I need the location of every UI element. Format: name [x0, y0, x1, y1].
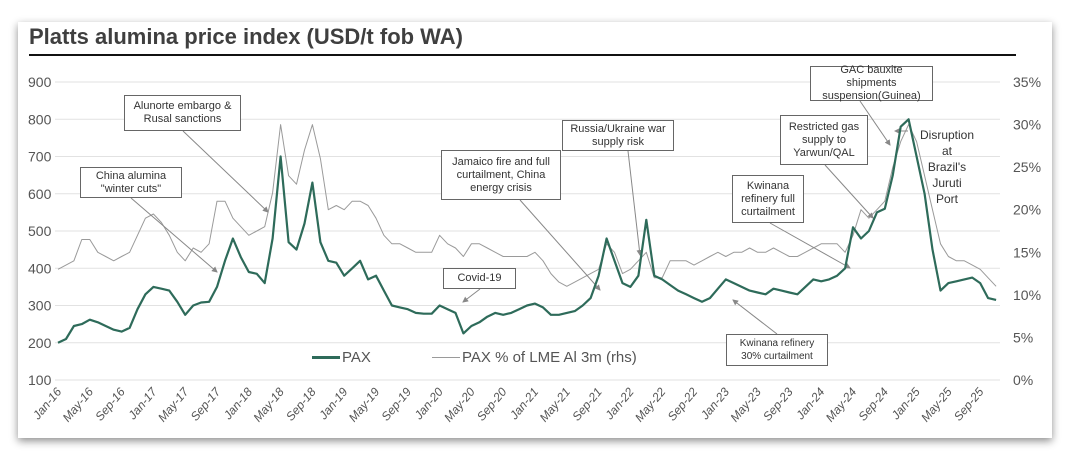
annotation-text: China alumina	[95, 169, 167, 182]
y-left-tick-label: 500	[28, 223, 52, 239]
series-line-pax	[57, 118, 997, 344]
x-tick-label: Sep-25	[951, 385, 987, 424]
annotation-arrow	[769, 222, 851, 269]
x-tick-label: May-25	[918, 385, 955, 425]
annotation-text: suspension(Guinea)	[822, 90, 921, 102]
legend-swatch-ratio	[432, 357, 460, 358]
x-tick-label: Sep-19	[378, 385, 414, 424]
x-tick-label: May-17	[155, 384, 192, 425]
y-right-tick-label: 35%	[1013, 74, 1041, 90]
y-left-tick-label: 700	[28, 149, 52, 165]
x-tick-label: Sep-23	[760, 385, 796, 424]
annotation-arrow	[519, 199, 601, 291]
y-right-tick-label: 25%	[1013, 159, 1041, 175]
annotation-text: supply risk	[592, 135, 644, 148]
x-tick-label: May-21	[537, 385, 573, 425]
x-tick-label: May-23	[727, 385, 764, 425]
x-tick-label: May-24	[823, 385, 860, 425]
y-right-tick-label: 5%	[1013, 329, 1033, 345]
annotation-text: Disruption at	[919, 128, 975, 158]
y-left-tick-label: 200	[28, 335, 52, 351]
x-tick-label: Jan-19	[316, 385, 351, 423]
x-tick-label: Sep-22	[665, 385, 701, 424]
annotation-text: "winter cuts"	[100, 182, 162, 195]
annotation-arrow	[732, 299, 778, 335]
x-tick-label: Jan-23	[697, 385, 732, 423]
annotation-text: Russia/Ukraine war	[570, 122, 666, 135]
x-tick-label: Jan-24	[793, 385, 828, 423]
y-right-tick-label: 15%	[1013, 244, 1041, 260]
annotation-text: GAC bauxite shipments	[840, 64, 903, 89]
annotation-text: Kwinana refinery	[739, 338, 815, 349]
annotation-arrow	[859, 100, 891, 146]
annotation-text: Rusal sanctions	[143, 113, 222, 125]
x-tick-label: May-19	[346, 385, 383, 425]
legend-label-pax: PAX	[342, 349, 371, 366]
annotation-text: Yarwun/QAL	[793, 146, 855, 159]
annotation-text: curtailment, China	[456, 168, 546, 181]
annotation-gac: GAC bauxite shipments suspension(Guinea)	[810, 64, 933, 102]
legend-item-pax: PAX	[312, 349, 371, 366]
annotation-russia-ukraine: Russia/Ukraine war supply risk	[562, 120, 674, 151]
annotation-text: energy crisis	[470, 181, 532, 194]
series-line-ratio	[57, 124, 997, 287]
annotation-arrow	[130, 197, 218, 273]
annotation-arrow	[824, 164, 874, 219]
x-tick-label: Sep-16	[92, 385, 128, 424]
annotation-jamaico: Jamaico fire and full curtailment, China…	[441, 150, 561, 200]
legend-label-ratio: PAX % of LME Al 3m (rhs)	[462, 349, 637, 366]
y-right-tick-label: 20%	[1013, 202, 1041, 218]
y-left-tick-label: 800	[28, 111, 52, 127]
y-right-tick-label: 0%	[1013, 372, 1033, 388]
x-tick-label: Jan-20	[411, 385, 446, 423]
annotation-text: Alunorte embargo &	[133, 100, 232, 112]
annotation-restricted-gas: Restricted gas supply to Yarwun/QAL	[780, 115, 868, 165]
y-right-tick-label: 30%	[1013, 117, 1041, 133]
x-tick-label: Jan-16	[29, 385, 64, 423]
annotation-winter-cuts: China alumina "winter cuts"	[80, 167, 182, 198]
x-tick-label: May-20	[441, 385, 478, 425]
legend-item-ratio: PAX % of LME Al 3m (rhs)	[432, 349, 637, 366]
annotation-juruti: Disruption at Brazil's Juruti Port	[914, 127, 980, 207]
annotation-text: Kwinana refinery full curtailment	[741, 179, 795, 218]
y-left-tick-label: 100	[28, 372, 52, 388]
x-tick-label: Jan-25	[888, 385, 923, 423]
y-left-tick-label: 900	[28, 74, 52, 90]
legend-swatch-pax	[312, 356, 340, 359]
annotation-arrow	[462, 288, 481, 303]
annotation-text: Restricted gas	[788, 120, 860, 133]
annotation-kwinana-30: Kwinana refinery 30% curtailment	[726, 334, 828, 366]
x-tick-label: Jan-21	[506, 385, 541, 423]
y-left-tick-label: 600	[28, 186, 52, 202]
annotation-covid: Covid-19	[443, 268, 516, 289]
annotation-text: Covid-19	[457, 272, 502, 284]
x-tick-label: May-22	[632, 385, 669, 425]
annotation-kwinana-full: Kwinana refinery full curtailment	[732, 175, 804, 223]
x-tick-label: Sep-24	[855, 385, 891, 424]
annotation-alunorte: Alunorte embargo & Rusal sanctions	[124, 95, 241, 131]
chart-title: Platts alumina price index (USD/t fob WA…	[29, 24, 463, 49]
y-left-tick-label: 400	[28, 260, 52, 276]
x-tick-label: May-16	[60, 385, 97, 425]
x-tick-label: May-18	[250, 385, 287, 425]
y-left-tick-label: 300	[28, 298, 52, 314]
y-right-tick-label: 10%	[1013, 287, 1041, 303]
annotation-arrow	[627, 150, 643, 256]
title-rule	[29, 54, 1016, 56]
x-tick-label: Sep-20	[474, 385, 510, 424]
x-tick-label: Jan-18	[220, 385, 255, 423]
annotation-arrow	[182, 130, 269, 213]
annotation-text: Port	[935, 192, 958, 206]
annotation-text: Brazil's Juruti	[927, 160, 967, 190]
annotation-text: 30% curtailment	[741, 351, 813, 362]
annotation-text: Jamaico fire and full	[452, 155, 550, 168]
annotation-text: supply to	[801, 133, 847, 146]
x-tick-label: Sep-21	[569, 385, 605, 424]
x-tick-label: Sep-18	[283, 385, 319, 424]
x-tick-label: Jan-22	[602, 385, 637, 423]
x-tick-label: Sep-17	[188, 384, 224, 424]
